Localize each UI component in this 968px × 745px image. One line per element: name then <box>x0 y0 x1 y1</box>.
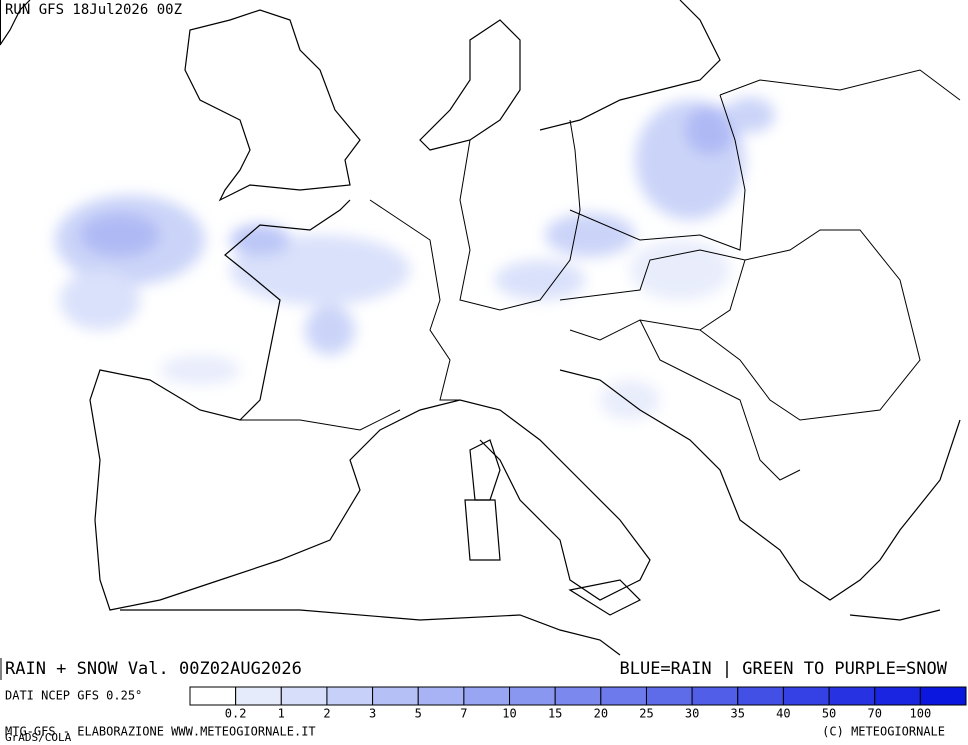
scale-label: 5 <box>415 707 422 721</box>
source-label: DATI NCEP GFS 0.25° <box>5 689 142 703</box>
copyright: (C) METEOGIORNALE <box>822 725 945 739</box>
software: GrADS/COLA <box>5 731 72 744</box>
scale-label: 1 <box>278 707 285 721</box>
scale-box <box>280 686 328 706</box>
credit: MTG-GFS - ELABORAZIONE WWW.METEOGIORNALE… <box>5 725 316 739</box>
scale-label: 40 <box>776 707 790 721</box>
scale-box <box>782 686 830 706</box>
scale-box <box>326 686 374 706</box>
scale-label: 2 <box>323 707 330 721</box>
scale-label: 20 <box>594 707 608 721</box>
scale-box <box>189 686 237 706</box>
scale-box <box>600 686 647 706</box>
map-title: RAIN + SNOW Val. 00Z02AUG2026 <box>5 659 302 679</box>
scale-box <box>828 686 876 706</box>
borders <box>240 69 961 481</box>
scale-box <box>417 686 465 706</box>
precipitation <box>55 97 775 420</box>
scale-label: 70 <box>867 707 881 721</box>
scale-box <box>691 686 739 706</box>
scale-label: 10 <box>502 707 516 721</box>
scale-label: 30 <box>685 707 699 721</box>
scale-box <box>874 686 921 706</box>
scale-label: 15 <box>548 707 562 721</box>
scale-label: 0.2 <box>225 707 247 721</box>
scale-label: 7 <box>460 707 467 721</box>
scale-label: 25 <box>639 707 653 721</box>
scale-box <box>509 686 556 706</box>
scale-label: 50 <box>822 707 836 721</box>
scale-box <box>737 686 784 706</box>
scale-box <box>372 686 419 706</box>
scale-box <box>554 686 602 706</box>
scale-label: 3 <box>369 707 376 721</box>
color-scale: 0.2 1 2 3 5 7 10 15 20 25 30 35 40 50 70 100 <box>189 686 967 721</box>
scale-box <box>645 686 693 706</box>
legend-note: BLUE=RAIN | GREEN TO PURPLE=SNOW <box>619 659 947 679</box>
run-label: RUN GFS 18Jul2026 00Z <box>5 2 182 18</box>
scale-box <box>235 686 282 706</box>
scale-box <box>463 686 511 706</box>
scale-label: 35 <box>731 707 745 721</box>
coastlines <box>0 0 961 656</box>
scale-label: 100 <box>910 707 932 721</box>
scale-box <box>919 686 967 706</box>
